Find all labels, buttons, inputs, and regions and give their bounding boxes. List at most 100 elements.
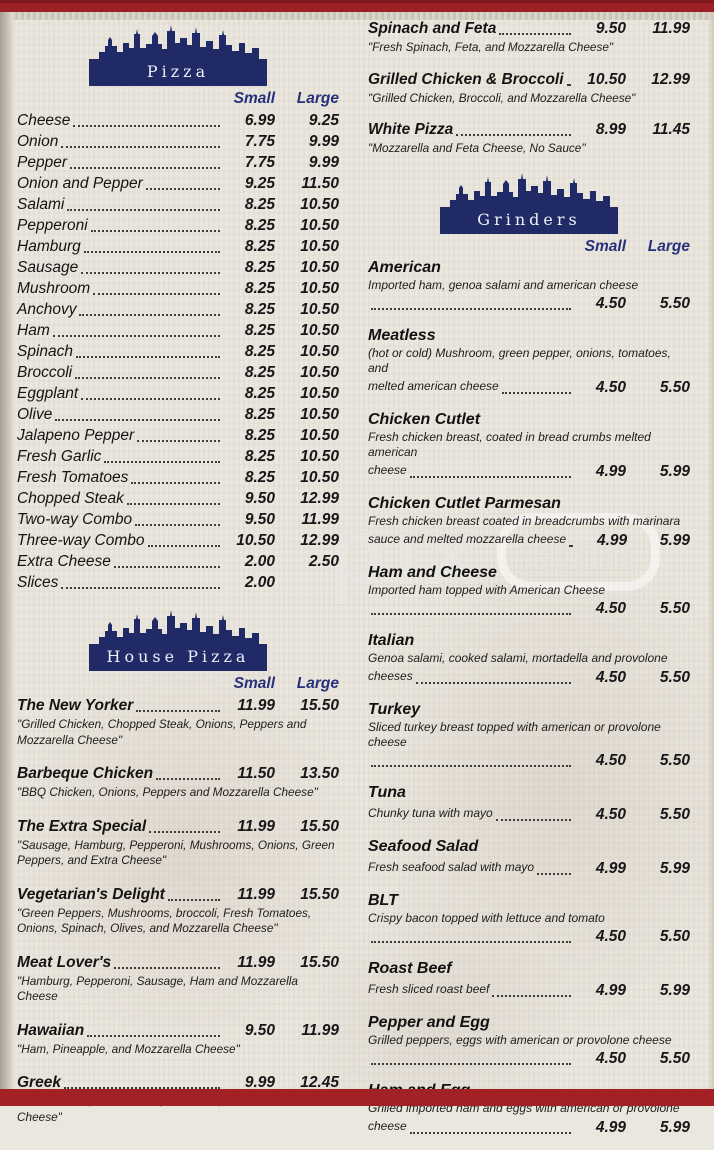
item-name: White Pizza: [368, 121, 454, 138]
price-small: 11.99: [237, 953, 275, 971]
price-large: 5.50: [659, 927, 690, 945]
item-name: Meatless: [368, 326, 436, 344]
item-description: "Grilled Chicken, Broccoli, and Mozzarel…: [368, 90, 636, 105]
dotted-leader: [495, 818, 571, 821]
dotted-leader: [371, 307, 571, 310]
house-pizza-section-logo: House Pizza: [89, 607, 267, 671]
menu-item-row: melted american cheese 4.50 5.50: [368, 376, 690, 398]
menu-item: Turkey Sliced turkey breast topped with …: [368, 700, 690, 771]
menu-item-row: Greek 9.99 12.45: [17, 1072, 339, 1093]
price-large: 9.99: [308, 154, 339, 171]
item-name: The New Yorker: [17, 697, 134, 714]
price-small: 7.75: [244, 133, 275, 150]
price-large: 12.99: [651, 70, 690, 88]
description-continuation: Chunky tuna with mayo: [368, 805, 493, 820]
description-continuation: melted american cheese: [368, 378, 499, 393]
item-description: "Hamburg, Pepperoni, Sausage, Ham and Mo…: [17, 973, 298, 1004]
section-title-house-pizza: House Pizza: [89, 644, 267, 671]
price-small: 4.50: [595, 927, 626, 945]
dotted-leader: [126, 503, 220, 505]
description-continuation: cheeses: [368, 668, 413, 683]
size-columns-header: Small Large: [17, 89, 339, 109]
item-name: Chicken Cutlet: [368, 410, 481, 428]
price-large: 5.99: [659, 1118, 690, 1136]
item-description: "Sausage, Hamburg, Pepperoni, Mushrooms,…: [17, 837, 335, 868]
dotted-leader: [499, 33, 571, 35]
price-small: 9.99: [244, 1074, 275, 1091]
menu-item-row: The Extra Special 11.99 15.50: [17, 816, 339, 837]
menu-item-row: cheese 4.99 5.99: [368, 1116, 690, 1138]
menu-item-row: Meat Lover's 11.99 15.50: [17, 952, 339, 973]
dotted-leader: [136, 710, 220, 712]
dotted-leader: [156, 778, 220, 780]
watermark-suffix: com: [496, 513, 660, 591]
dotted-leader: [104, 461, 220, 463]
item-description: Crispy bacon topped with lettuce and tom…: [368, 910, 605, 925]
item-name: Meat Lover's: [17, 953, 112, 971]
price-small: 4.50: [595, 805, 626, 823]
small-column-label: Small: [584, 237, 626, 255]
dotted-leader: [52, 335, 220, 337]
dotted-leader: [371, 1062, 571, 1065]
price-small: 4.99: [595, 981, 626, 999]
price-small: 8.25: [244, 448, 275, 465]
item-name: Fresh Garlic: [17, 448, 102, 465]
price-large: 10.50: [300, 385, 339, 402]
item-description: Fresh chicken breast coated in breadcrum…: [368, 513, 681, 528]
price-large: 11.99: [652, 20, 690, 37]
price-large: 10.50: [300, 238, 339, 255]
menu-item-row: Vegetarian's Delight 11.99 15.50: [17, 884, 339, 905]
price-large: 10.50: [300, 343, 339, 360]
menu-item-row: 4.50 5.50: [368, 598, 690, 619]
item-name: Greek: [17, 1074, 61, 1091]
top-red-border: [0, 0, 714, 12]
menu-item: White Pizza 8.99 11.45 "Mozzarella and Fet…: [368, 119, 690, 157]
menu-item-row: Mushroom 8.25 10.50: [17, 278, 339, 299]
menu-item-row: Broccoli 8.25 10.50: [17, 362, 339, 383]
skyline-icon: [99, 610, 259, 645]
price-small: 4.99: [595, 1118, 626, 1136]
price-small: 4.50: [595, 599, 626, 617]
menu-item-row: Chunky tuna with mayo 4.50 5.50: [368, 803, 690, 825]
price-large: 10.50: [300, 322, 339, 339]
menu-item: Tuna Chunky tuna with mayo 4.50 5.50: [368, 783, 690, 825]
menu-item-row: cheese 4.99 5.99: [368, 460, 690, 482]
item-description: "Green Peppers, Mushrooms, broccoli, Fre…: [17, 905, 312, 936]
item-description: Imported ham topped with American Cheese: [368, 582, 606, 597]
dotted-leader: [113, 566, 220, 568]
price-small: 8.25: [244, 259, 275, 276]
dotted-leader: [371, 612, 571, 615]
menu-item-row: Salami 8.25 10.50: [17, 194, 339, 215]
left-column: Pizza Small Large Cheese 6.99 9.25 Onion 7.…: [17, 22, 339, 1140]
menu-item-row: sauce and melted mozzarella cheese 4.99 5.…: [368, 529, 690, 551]
price-large: 10.50: [300, 406, 339, 423]
menu-item: BLT Crispy bacon topped with lettuce and…: [368, 891, 690, 947]
price-large: 10.50: [300, 427, 339, 444]
right-column: Spinach and Feta 9.50 11.99 "Fresh Spinach…: [368, 18, 690, 1150]
price-large: 5.99: [659, 531, 690, 549]
item-name: Salami: [17, 196, 65, 213]
menu-item-row: Jalapeno Pepper 8.25 10.50: [17, 425, 339, 446]
price-small: 9.50: [595, 20, 626, 37]
dotted-leader: [501, 391, 571, 394]
menu-item-row: 4.50 5.50: [368, 926, 690, 947]
item-name: Vegetarian's Delight: [17, 885, 165, 903]
menu-item: Roast Beef Fresh sliced roast beef 4.99 5.…: [368, 959, 690, 1001]
menu-item-row: Ham 8.25 10.50: [17, 320, 339, 341]
dotted-leader: [75, 377, 220, 379]
grinders-section-logo: Grinders: [440, 170, 618, 234]
price-small: 4.50: [595, 751, 626, 769]
item-name: Olive: [17, 406, 53, 423]
menu-item: Meat Lover's 11.99 15.50 "Hamburg, Peppero…: [17, 952, 339, 1005]
price-small: 8.25: [244, 280, 275, 297]
price-large: 13.50: [300, 765, 339, 782]
item-name: The Extra Special: [17, 817, 147, 835]
menu-item-row: Sausage 8.25 10.50: [17, 257, 339, 278]
dotted-leader: [415, 681, 571, 684]
menu-item: Barbeque Chicken 11.50 13.50 "BBQ Chicken,…: [17, 763, 339, 801]
price-large: 5.99: [659, 981, 690, 999]
price-large: 10.50: [300, 196, 339, 213]
dotted-leader: [137, 440, 220, 442]
menu-item: Spinach and Feta 9.50 11.99 "Fresh Spinach…: [368, 18, 690, 56]
pizza-section-logo: Pizza: [89, 22, 267, 86]
